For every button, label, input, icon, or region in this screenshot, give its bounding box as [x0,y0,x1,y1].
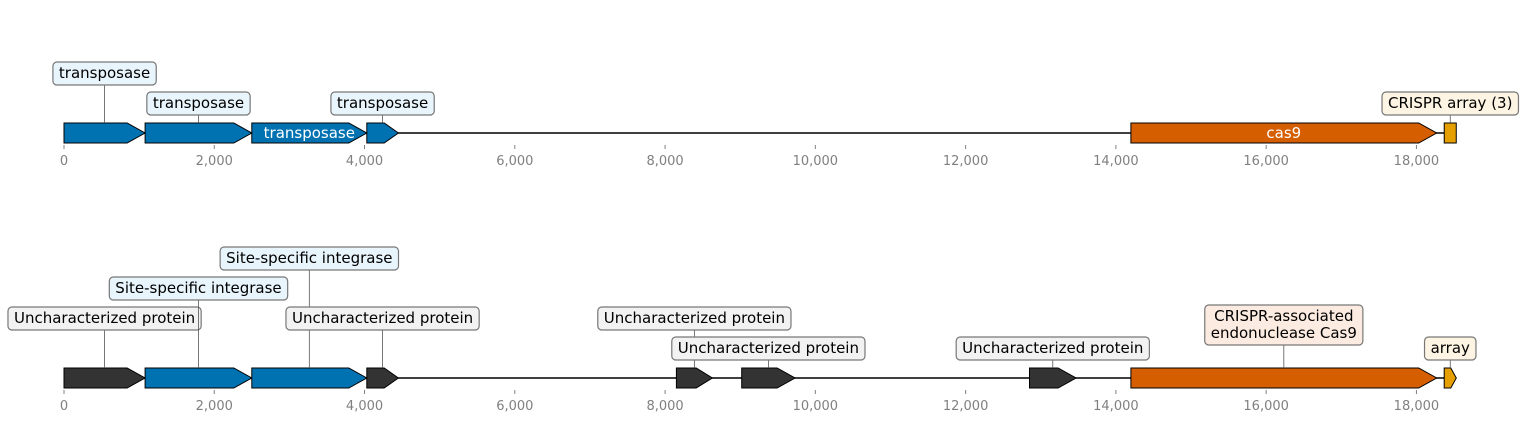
axis-tick-label: 2,000 [196,399,233,414]
axis-tick-label: 8,000 [646,154,683,169]
label-box [7,306,202,331]
axis-tick-label: 18,000 [1394,154,1440,169]
label-box [1423,336,1477,361]
feature-label: CRISPR array (3) [1388,94,1512,112]
feature-transposase [251,122,368,144]
axis-tick-label: 8,000 [646,399,683,414]
feature-cas9 [1130,367,1438,389]
feature-label: Uncharacterized protein [292,309,473,327]
label-box [597,306,792,331]
feature-transposase [144,367,253,389]
label-box [955,336,1150,361]
feature-label: cas9 [1266,124,1301,142]
axis-tick-label: 4,000 [346,399,383,414]
axis-tick-label: 14,000 [1093,399,1139,414]
axis-tick-label: 6,000 [496,399,533,414]
feature-label: Site-specific integrase [226,249,392,267]
feature-transposase [63,122,147,144]
axis-tick-label: 6,000 [496,154,533,169]
feature-other [741,367,797,389]
feature-label: transposase [337,94,428,112]
axis-tick-label: 4,000 [346,154,383,169]
axis-tick-label: 14,000 [1093,154,1139,169]
feature-label: Uncharacterized protein [678,339,859,357]
axis-tick-label: 12,000 [943,399,989,414]
axis-tick-label: 10,000 [793,399,839,414]
label-box [219,246,400,271]
feature-label: Uncharacterized protein [604,309,785,327]
label-box [671,336,866,361]
axis-tick-label: 0 [60,154,68,169]
feature-label: transposase [153,94,244,112]
label-box [146,91,251,116]
label-box [285,306,480,331]
axis-tick-label: 12,000 [943,154,989,169]
feature-label: Uncharacterized protein [962,339,1143,357]
feature-label: transposase [264,124,355,142]
feature-crispr [1443,367,1457,389]
axis-tick-label: 18,000 [1394,399,1440,414]
axis-tick-label: 16,000 [1243,399,1289,414]
label-box [52,61,157,86]
feature-label: CRISPR-associated endonuclease Cas9 [1211,307,1357,342]
axis-tick-label: 16,000 [1243,154,1289,169]
axis-tick-label: 10,000 [793,154,839,169]
feature-other [63,367,147,389]
feature-label: Site-specific integrase [115,279,281,297]
label-box [1204,304,1364,346]
feature-other [366,367,400,389]
feature-label: Uncharacterized protein [14,309,195,327]
feature-transposase [366,122,400,144]
feature-transposase [144,122,253,144]
feature-label: array [1431,339,1470,357]
feature-other [1029,367,1078,389]
feature-label: transposase [59,64,150,82]
label-box [108,276,289,301]
axis-tick-label: 2,000 [196,154,233,169]
feature-other [675,367,714,389]
feature-label-line: CRISPR-associated [1214,307,1353,325]
feature-transposase [251,367,368,389]
feature-crispr [1443,122,1457,144]
axis-tick-label: 0 [60,399,68,414]
feature-label-line: endonuclease Cas9 [1211,324,1357,342]
feature-cas9 [1130,122,1438,144]
label-box [1381,91,1520,116]
label-box [330,91,435,116]
